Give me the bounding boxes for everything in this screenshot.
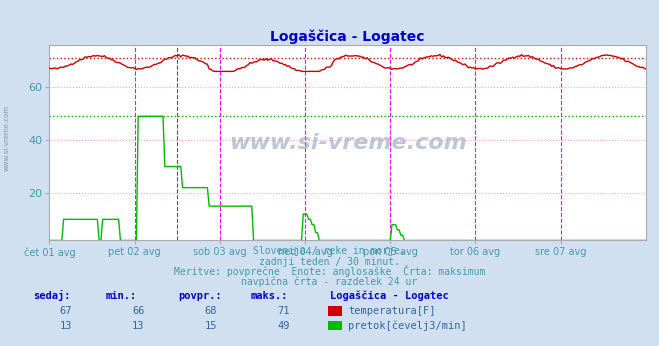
Text: navpična črta - razdelek 24 ur: navpična črta - razdelek 24 ur — [241, 277, 418, 288]
Text: min.:: min.: — [105, 291, 136, 301]
Text: Meritve: povprečne  Enote: anglosaške  Črta: maksimum: Meritve: povprečne Enote: anglosaške Črt… — [174, 265, 485, 277]
Text: 15: 15 — [205, 321, 217, 331]
Text: 68: 68 — [205, 306, 217, 316]
Text: 67: 67 — [60, 306, 72, 316]
Text: 13: 13 — [132, 321, 144, 331]
Text: www.si-vreme.com: www.si-vreme.com — [229, 133, 467, 153]
Text: 66: 66 — [132, 306, 144, 316]
Text: maks.:: maks.: — [250, 291, 288, 301]
Text: zadnji teden / 30 minut.: zadnji teden / 30 minut. — [259, 257, 400, 267]
Text: povpr.:: povpr.: — [178, 291, 221, 301]
Title: Logaščica - Logatec: Logaščica - Logatec — [270, 29, 425, 44]
Text: sedaj:: sedaj: — [33, 290, 71, 301]
Text: www.si-vreme.com: www.si-vreme.com — [3, 105, 10, 172]
Text: 71: 71 — [277, 306, 289, 316]
Text: pretok[čevelj3/min]: pretok[čevelj3/min] — [348, 320, 467, 331]
Text: 49: 49 — [277, 321, 289, 331]
Text: temperatura[F]: temperatura[F] — [348, 306, 436, 316]
Text: 13: 13 — [60, 321, 72, 331]
Text: Logaščica - Logatec: Logaščica - Logatec — [330, 291, 448, 301]
Text: Slovenija / reke in morje.: Slovenija / reke in morje. — [253, 246, 406, 256]
